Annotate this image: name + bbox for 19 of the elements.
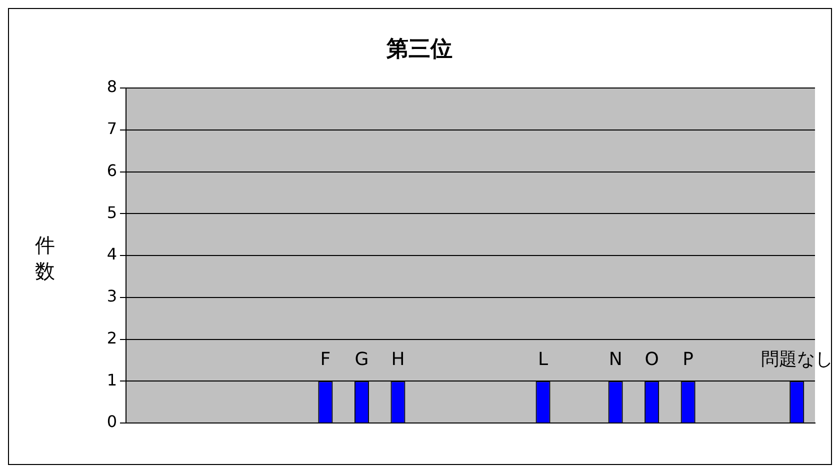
chart-title: 第三位 xyxy=(386,36,454,64)
x-tick-label: F xyxy=(320,348,331,370)
y-tick-label: 5 xyxy=(106,202,117,222)
y-tick-label: 6 xyxy=(106,160,117,180)
y-tick-label: 1 xyxy=(106,370,117,390)
y-tick-label: 2 xyxy=(106,328,117,348)
x-tick-label: 問題なし xyxy=(760,348,833,370)
x-tick-label: H xyxy=(391,348,405,370)
y-tick-label: 3 xyxy=(106,286,117,306)
y-axis-title: 件数 xyxy=(34,232,56,284)
y-tick-label: 7 xyxy=(106,119,117,138)
x-tick-label: N xyxy=(608,348,622,370)
y-tick-label: 0 xyxy=(106,412,117,432)
x-tick-label: G xyxy=(354,348,369,370)
y-tick-label: 4 xyxy=(106,244,117,264)
x-tick-label: O xyxy=(644,348,659,370)
x-tick-label: P xyxy=(682,348,694,370)
y-tick-label: 8 xyxy=(106,77,117,96)
x-tick-label: L xyxy=(538,348,548,370)
